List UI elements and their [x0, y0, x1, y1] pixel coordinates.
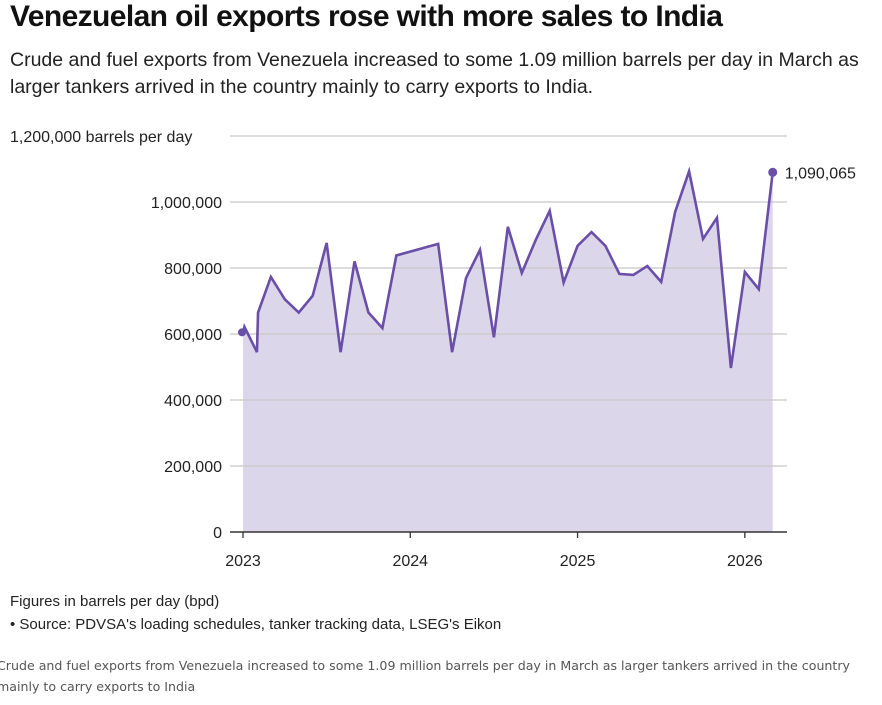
chart-title: Venezuelan oil exports rose with more sa… [10, 0, 723, 33]
series-line [241, 166, 775, 369]
x-tick-label: 2025 [560, 553, 596, 570]
line-area-chart: 0 200,000 400,000 600,000 800,000 1,000,000 1,… [10, 129, 856, 570]
y-tick-label: 400,000 [164, 393, 222, 410]
start-point-marker [238, 328, 246, 337]
y-tick-label: 0 [213, 525, 222, 542]
x-tick-label: 2024 [392, 553, 428, 570]
image-caption: Crude and fuel exports from Venezuela in… [0, 658, 850, 694]
area-fill [243, 171, 773, 532]
units-note: Figures in barrels per day (bpd) [10, 593, 220, 610]
end-point-marker [768, 167, 778, 177]
y-tick-label: 800,000 [164, 261, 222, 278]
x-tick-label: 2023 [225, 553, 261, 570]
chart-subtitle: Crude and fuel exports from Venezuela in… [10, 49, 859, 98]
y-tick-label: 1,200,000 barrels per day [10, 129, 192, 146]
end-value-label: 1,090,065 [785, 165, 856, 182]
x-tick-label: 2026 [727, 553, 763, 570]
y-tick-label: 200,000 [164, 459, 222, 476]
y-tick-label: 600,000 [164, 327, 222, 344]
y-tick-label: 1,000,000 [151, 195, 222, 212]
source-note: • Source: PDVSA's loading schedules, tan… [10, 616, 502, 633]
